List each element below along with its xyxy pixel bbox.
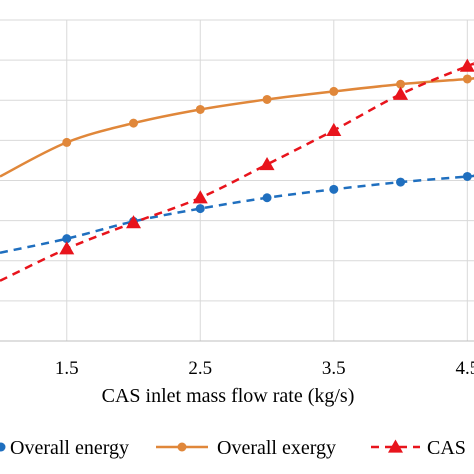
data-point <box>62 234 72 244</box>
legend-item: Overall exergy <box>156 437 336 459</box>
data-point <box>396 177 406 187</box>
data-point <box>195 104 205 114</box>
data-point <box>462 171 472 181</box>
legend-label: CAS <box>427 437 466 459</box>
legend-label: Overall exergy <box>217 437 336 459</box>
x-tick-labels: 1.5 2.5 3.5 4.5 <box>55 358 474 379</box>
plot-area <box>0 19 474 342</box>
legend-item: Overall energy <box>0 437 129 459</box>
data-point <box>195 204 205 214</box>
legend-marker <box>177 442 187 452</box>
x-axis-title: CAS inlet mass flow rate (kg/s) <box>102 385 355 407</box>
legend: Overall energy Overall exergy CAS <box>0 437 466 459</box>
data-point <box>459 58 474 72</box>
series-cas <box>0 58 474 282</box>
x-tick-label: 2.5 <box>188 358 212 379</box>
series-overall-exergy <box>0 74 474 178</box>
data-point <box>259 156 275 171</box>
data-point <box>326 122 342 136</box>
data-point <box>393 86 409 100</box>
data-point <box>62 137 72 147</box>
x-tick-label: 1.5 <box>55 358 79 379</box>
series-line <box>0 174 474 254</box>
data-point <box>129 118 139 128</box>
data-point <box>462 74 472 84</box>
legend-marker <box>388 439 403 453</box>
data-point <box>192 190 208 204</box>
series-overall-energy <box>0 171 474 254</box>
x-tick-label: 4.5 <box>455 358 474 379</box>
legend-label: Overall energy <box>10 437 129 459</box>
legend-item: CAS <box>371 437 466 459</box>
data-point <box>59 241 75 255</box>
x-tick-label: 3.5 <box>322 358 346 379</box>
data-point <box>262 94 272 104</box>
data-point <box>262 193 272 203</box>
series-line <box>0 62 474 282</box>
data-point <box>329 184 339 194</box>
legend-marker <box>0 442 6 452</box>
data-point <box>126 215 142 229</box>
data-point <box>396 79 406 89</box>
data-point <box>329 86 339 96</box>
